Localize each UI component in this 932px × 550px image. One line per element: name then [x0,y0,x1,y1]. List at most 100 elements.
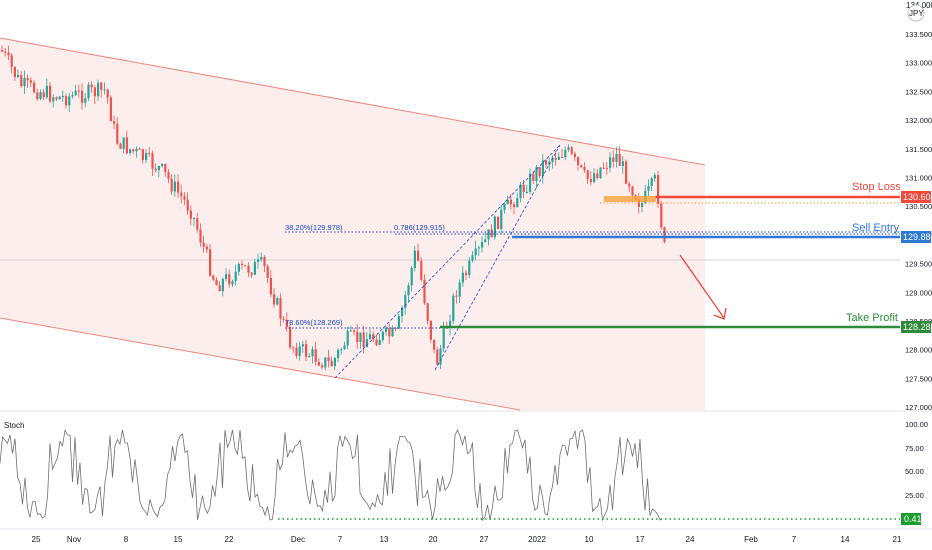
candle-body [301,344,304,347]
candle-body [321,365,324,368]
candle-body [260,256,263,260]
candle-body [45,85,48,98]
candle-body [481,241,484,248]
stoch-axis-ticks: 100.00 75.00 50.00 25.00 [905,420,928,500]
candle-body [455,295,458,297]
candle-body [535,167,538,181]
candle-body [621,161,624,166]
candle-body [397,316,400,329]
candle-body [298,346,301,357]
time-tick-label: 22 [225,535,234,544]
candle-body [484,239,487,242]
price-tick-label: 131.500 [905,145,932,154]
candle-body [471,255,474,261]
candle-body [205,246,208,250]
candle-body [359,332,362,342]
candle-body [557,156,560,160]
stop-loss-tag-text: 130.604 [903,192,932,202]
candle-body [122,137,125,149]
candle-body [1,50,4,52]
time-axis-ticks: 25 Nov 8 15 22 Dec 7 13 20 27 2022 10 17 24 Feb 7 14 21 [32,535,902,544]
candle-body [276,298,279,305]
candle-body [330,360,333,367]
candle-body [295,347,298,357]
time-tick-label: 17 [636,535,645,544]
candle-body [391,327,394,337]
candle-body [151,153,154,169]
candle-body [218,285,221,292]
channel-upper-line[interactable] [0,37,706,166]
candle-body [314,349,317,362]
candle-body [365,339,368,348]
candle-body [423,279,426,304]
candle-body [61,96,64,98]
time-tick-label: 15 [174,535,183,544]
price-tick-label: 132.000 [905,116,932,125]
candle-body [413,250,416,269]
candle-body [148,152,151,154]
candle-body [327,357,330,361]
fib-label-786: 0.786(129.915) [394,223,445,232]
candle-body [516,198,519,208]
candle-body [241,263,244,266]
time-tick-label: 7 [338,535,343,544]
time-tick-label: 2022 [528,535,546,544]
candle-body [87,84,90,99]
candle-body [116,123,119,144]
currency-badge-circle[interactable] [907,4,925,22]
candle-body [253,261,256,275]
candle-body [538,167,541,176]
candle-body [375,339,378,346]
candle-body [81,90,84,103]
candle-body [551,157,554,163]
candle-body [7,52,10,56]
fib-diagonal-2[interactable] [434,144,561,371]
candle-body [452,295,455,321]
candle-body [250,272,253,275]
time-tick-label: 24 [686,535,695,544]
candle-body [183,196,186,200]
candle-body [202,242,205,247]
candle-body [55,97,58,100]
candles [1,45,666,371]
price-tick-label: 132.500 [905,87,932,96]
candle-body [273,294,276,305]
time-tick-label: 13 [380,535,389,544]
candle-body [141,149,144,161]
candle-body [266,266,269,279]
channel-lower-line[interactable] [0,317,521,411]
fib-label-786-low: 78.60%(128.269) [285,318,343,327]
candle-body [282,318,285,320]
candle-body [602,167,605,169]
candle-body [103,89,106,91]
candle-body [660,203,663,228]
candle-body [317,361,320,366]
candle-body [493,216,496,238]
price-tick-label: 131.000 [905,174,932,183]
fib-diagonal-1[interactable] [334,144,561,379]
candle-body [209,249,212,276]
price-axis[interactable] [900,0,932,550]
candle-body [20,74,23,87]
take-profit-tag [901,321,931,333]
candle-body [4,51,7,53]
candle-body [561,156,564,158]
candle-body [378,339,381,346]
candle-body [509,199,512,205]
stop-loss-label: Stop Loss [852,181,901,193]
candle-body [343,345,346,350]
candle-body [324,357,327,368]
candle-body [36,92,39,100]
take-profit-tag-text: 128.285 [903,322,932,332]
down-arrow[interactable] [679,254,725,319]
candle-body [177,181,180,193]
candle-body [196,217,199,230]
stoch-tag-text: 0.41 [904,514,922,524]
time-tick-label: 7 [792,535,797,544]
candle-body [388,328,391,337]
candle-body [461,272,464,283]
sell-entry-tag [901,231,931,243]
candle-body [289,326,292,348]
candle-body [477,247,480,249]
